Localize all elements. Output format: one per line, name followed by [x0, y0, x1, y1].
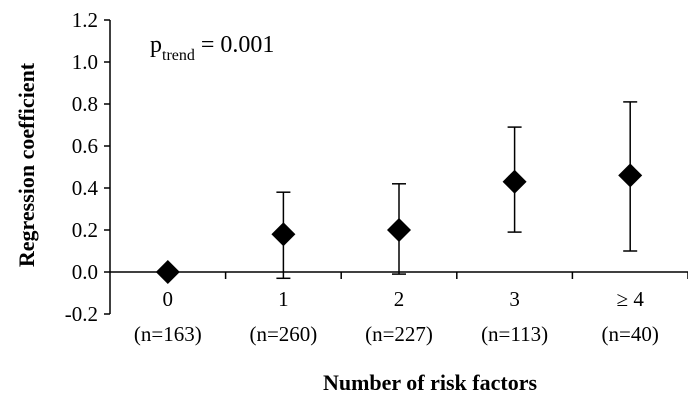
y-tick-label: 0.8	[72, 92, 98, 116]
data-point-diamond	[618, 163, 642, 187]
p-subscript: trend	[162, 47, 195, 64]
x-sample-size-label: (n=227)	[365, 322, 433, 346]
data-point-diamond	[503, 170, 527, 194]
y-axis-ticks: -0.2 0.0 0.2 0.4 0.6 0.8 1.0 1.2	[65, 8, 110, 326]
y-tick-label: 1.2	[72, 8, 98, 32]
x-category-label: ≥ 4	[617, 287, 645, 311]
x-axis-title: Number of risk factors	[323, 370, 537, 395]
x-sample-size-label: (n=40)	[602, 322, 659, 346]
data-point-diamond	[271, 222, 295, 246]
error-bars	[276, 102, 637, 278]
y-tick-label: 0.2	[72, 218, 98, 242]
x-category-labels: 0 (n=163) 1 (n=260) 2 (n=227) 3 (n=113) ≥ 4 (n=40…	[134, 287, 659, 346]
y-tick-label: 0.6	[72, 134, 98, 158]
x-sample-size-label: (n=163)	[134, 322, 202, 346]
data-point-diamond	[387, 218, 411, 242]
p-trend-annotation: ptrend = 0.001	[150, 32, 274, 64]
y-tick-label: 0.4	[72, 176, 99, 200]
y-tick-label: 1.0	[72, 50, 98, 74]
x-sample-size-label: (n=113)	[481, 322, 548, 346]
x-category-label: 2	[394, 287, 405, 311]
x-sample-size-label: (n=260)	[249, 322, 317, 346]
p-symbol: p	[150, 32, 162, 58]
y-tick-label: -0.2	[65, 302, 98, 326]
x-axis-ticks	[226, 272, 688, 279]
y-axis-title: Regression coefficient	[14, 62, 39, 267]
p-value: = 0.001	[195, 32, 275, 58]
x-category-label: 1	[278, 287, 289, 311]
x-category-label: 0	[163, 287, 174, 311]
x-category-label: 3	[509, 287, 520, 311]
y-tick-label: 0.0	[72, 260, 98, 284]
data-point-diamond	[156, 260, 180, 284]
